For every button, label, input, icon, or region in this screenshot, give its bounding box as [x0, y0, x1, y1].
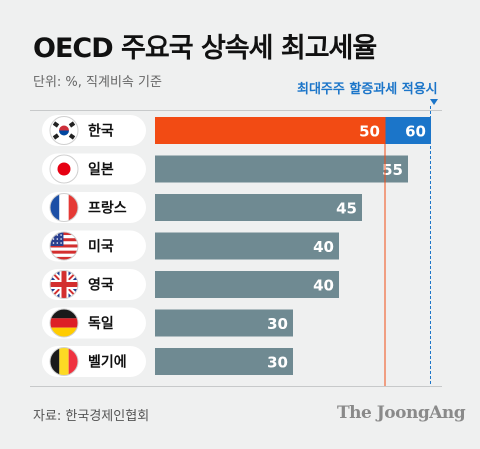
- bar: [155, 348, 293, 375]
- bar-value-label: 40: [313, 238, 334, 256]
- japan-flag-icon: [49, 154, 79, 184]
- unit-note: 단위: %, 직계비속 기준: [33, 75, 162, 90]
- top-divider: [30, 110, 442, 111]
- country-label: 미국: [88, 239, 114, 255]
- bar-value-label: 40: [313, 277, 334, 295]
- belgium-flag-icon: [49, 347, 79, 376]
- country-label: 일본: [88, 162, 114, 178]
- chart-title: OECD 주요국 상속세 최고세율: [33, 33, 377, 64]
- germany-flag-icon: [49, 308, 79, 338]
- bar: [155, 117, 385, 144]
- bar: [155, 271, 339, 298]
- bar-value-label: 50: [359, 123, 380, 141]
- bar-value-label: 45: [336, 200, 357, 218]
- country-label: 벨기에: [88, 355, 127, 371]
- country-label: 프랑스: [88, 201, 127, 217]
- bar: [155, 309, 293, 337]
- bar-value-label: 30: [267, 354, 288, 372]
- bar: [155, 232, 339, 260]
- france-flag-icon: [49, 193, 79, 222]
- source-note: 자료: 한국경제인협회: [33, 409, 150, 424]
- country-label: 영국: [88, 277, 114, 294]
- country-label: 독일: [88, 316, 114, 332]
- surcharge-marker-icon: [430, 99, 438, 105]
- korea-flag-icon: [49, 116, 79, 145]
- uk-flag-icon: [49, 270, 79, 299]
- country-label: 한국: [88, 124, 114, 140]
- publisher-logo: The JoongAng: [337, 403, 466, 423]
- surcharge-bar: [385, 117, 431, 144]
- bar-value-label: 30: [267, 315, 288, 333]
- surcharge-annotation: 최대주주 할증과세 적용시: [297, 82, 438, 97]
- bar: [155, 155, 408, 183]
- bar: [155, 194, 362, 221]
- usa-flag-icon: [49, 231, 79, 261]
- bar-value-label: 55: [382, 161, 403, 179]
- bottom-divider: [30, 386, 442, 387]
- surcharge-value-label: 60: [405, 123, 426, 141]
